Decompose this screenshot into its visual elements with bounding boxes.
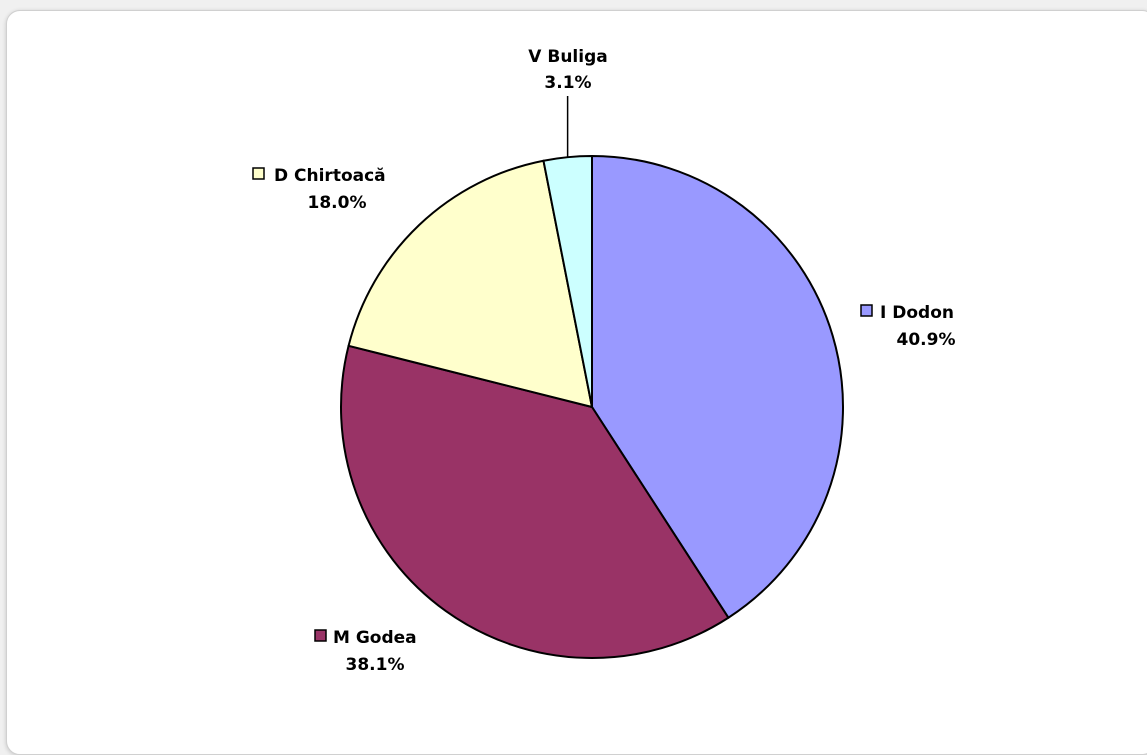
slice-label-name-3: V Buliga [528, 47, 607, 67]
pie-slice-2 [347, 159, 593, 408]
slice-label-value-2: 18.0% [308, 193, 367, 213]
slice-label-group-3: V Buliga 3.1% [528, 47, 607, 93]
slice-label-value-1: 38.1% [346, 655, 405, 675]
slice-label-name-2: D Chirtoacă [274, 166, 386, 186]
slice-label-name-1: M Godea [333, 628, 417, 648]
legend-key-2 [252, 167, 265, 180]
slice-label-value-3: 3.1% [544, 73, 591, 93]
slice-label-group-1: M Godea 38.1% [314, 628, 417, 675]
slice-label-value-0: 40.9% [897, 330, 956, 350]
slice-label-name-0: I Dodon [880, 303, 954, 323]
legend-key-1 [314, 629, 327, 642]
pie-slice-1 [340, 344, 730, 659]
slice-label-group-0: I Dodon 40.9% [860, 303, 956, 350]
legend-key-0 [860, 304, 873, 317]
slice-label-group-2: D Chirtoacă 18.0% [252, 166, 386, 213]
pie-slices [340, 155, 845, 659]
